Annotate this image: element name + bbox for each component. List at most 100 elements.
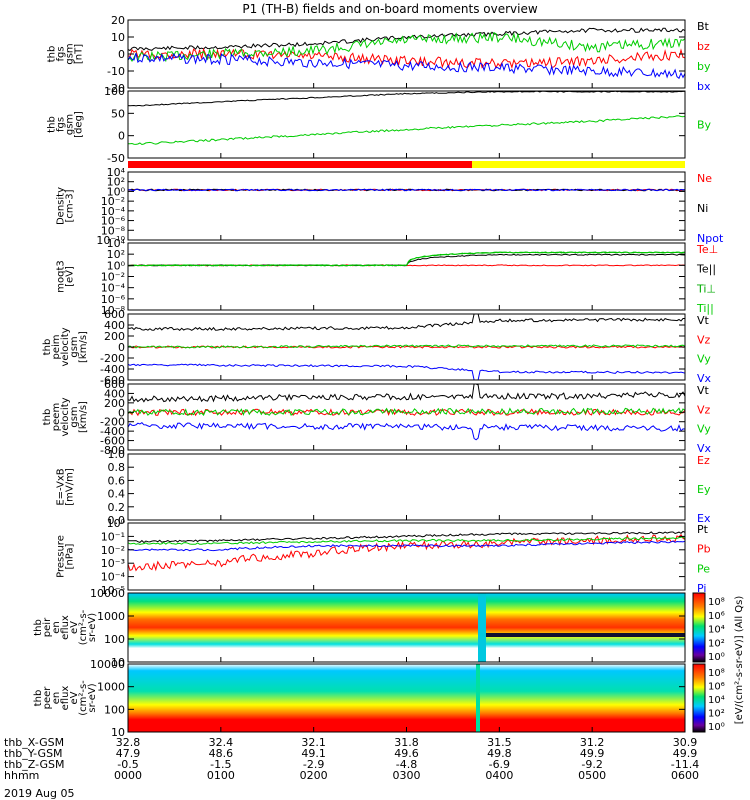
ylabel-line: velocity — [60, 327, 71, 366]
series-Ti|| — [127, 251, 686, 267]
legend-By: By — [697, 119, 712, 132]
legend-Te||: Te|| — [696, 263, 716, 276]
ytick-label: 400 — [104, 387, 125, 400]
legend-Ni: Ni — [697, 202, 708, 215]
series-el-Vt — [127, 383, 686, 403]
ylabel-line: sr-eV) — [87, 683, 98, 712]
legend-Vx: Vx — [697, 372, 712, 385]
ylabel-line: thb — [42, 339, 53, 356]
ytick-label: 1.0 — [108, 448, 126, 461]
panel-frame-5 — [127, 383, 686, 451]
ylabel-line: thb — [47, 116, 58, 133]
colorbar-1 — [692, 663, 706, 733]
mode-bar-fast — [472, 161, 685, 168]
xaxis-value: -1.5 — [210, 758, 231, 771]
ylabel-line: peem — [51, 403, 62, 431]
panel-frame-6 — [127, 453, 686, 521]
ytick-label: 10⁻⁴ — [101, 571, 126, 584]
xaxis-value: 32.4 — [209, 736, 234, 749]
series-ion-Vz — [127, 345, 686, 349]
colorbar-0 — [692, 592, 706, 663]
legend-Vt: Vt — [697, 314, 710, 327]
xaxis-value: -9.2 — [581, 758, 602, 771]
series-Pi — [127, 540, 686, 552]
xaxis-value: 0200 — [300, 769, 328, 782]
ylabel-line: velocity — [60, 397, 71, 436]
xaxis-value: 48.6 — [209, 747, 234, 760]
ytick-label: 10⁰ — [107, 517, 126, 530]
legend-Pi: Pi — [697, 582, 706, 595]
ylabel-line: eV — [69, 691, 80, 704]
electron-spectrogram — [128, 664, 685, 732]
ylabel-line: Density — [56, 187, 67, 225]
ytick-label: 10⁻⁸ — [101, 304, 126, 317]
xaxis-value: 31.8 — [394, 736, 419, 749]
plot-title: P1 (TH-B) fields and on-board moments ov… — [242, 2, 538, 16]
xaxis-value: 31.2 — [580, 736, 605, 749]
colorbar-tick: 10⁶ — [708, 682, 725, 693]
ytick-label: 0 — [118, 48, 125, 61]
ytick-label: 1000 — [97, 610, 125, 623]
ytick-label: 10000 — [90, 587, 125, 600]
legend-Npot: Npot — [697, 232, 724, 245]
ytick-label: 200 — [104, 397, 125, 410]
panel-frame-0 — [127, 19, 686, 89]
ytick-label: 100 — [104, 633, 125, 646]
ytick-label: 10⁻¹⁰ — [96, 234, 125, 247]
x-axis-labels: thb_X-GSMthb_Y-GSMthb_Z-GSMhhmm32.847.9-… — [4, 736, 699, 782]
ytick-label: 10⁻² — [101, 271, 125, 284]
colorbar-tick: 10⁴ — [708, 625, 725, 636]
xaxis-value: 49.6 — [394, 747, 419, 760]
ylabel-line: [nT] — [74, 44, 85, 64]
ytick-label: 600 — [104, 378, 125, 391]
ylabel-line: eV — [69, 621, 80, 634]
ylabel-line: en — [51, 692, 62, 705]
xaxis-value: 0300 — [393, 769, 421, 782]
ytick-label: 10 — [111, 726, 125, 739]
series-Npot — [127, 188, 686, 192]
ylabel-line: [mV/m] — [65, 468, 76, 506]
ytick-label: 100 — [104, 703, 125, 716]
ion-spectrogram-noise — [486, 633, 685, 637]
series-Ti⊥ — [127, 251, 686, 267]
mode-bar-slow — [128, 161, 472, 168]
xaxis-value: 0600 — [671, 769, 699, 782]
ytick-label: -800 — [100, 444, 125, 457]
legend-Vy: Vy — [697, 423, 711, 436]
legend-Pe: Pe — [697, 562, 710, 575]
xaxis-value: 30.9 — [673, 736, 698, 749]
ylabel-line: gsm — [65, 114, 76, 135]
ylabel-line: thb — [33, 690, 44, 707]
ytick-label: -400 — [100, 363, 125, 376]
ytick-label: 20 — [111, 14, 125, 27]
series-bx — [127, 52, 686, 80]
series-el-Vy — [127, 407, 686, 416]
ylabel-line: gsm — [69, 336, 80, 357]
legend-Te⊥: Te⊥ — [696, 243, 718, 256]
series-by — [127, 31, 686, 63]
ylabel-line: thb — [47, 46, 58, 63]
series-ion-Vx — [127, 363, 686, 381]
ylabel-line: (cm²-s- — [78, 609, 89, 645]
ylabel-line: gsm — [65, 43, 76, 64]
ylabel-line: moqt3 — [56, 260, 67, 293]
legend-Vx: Vx — [697, 442, 712, 455]
ylabel-line: [km/s] — [78, 331, 89, 363]
ylabel-line: [cm-3] — [65, 189, 76, 222]
ytick-label: 10⁰ — [107, 259, 126, 272]
ytick-label: 0.4 — [108, 488, 126, 501]
ytick-label: 10² — [107, 176, 125, 189]
ylabel-line: peer — [42, 686, 53, 710]
ytick-label: 200 — [104, 330, 125, 343]
legend-Ti⊥: Ti⊥ — [696, 282, 716, 295]
ytick-label: -10 — [107, 65, 125, 78]
ytick-label: 10⁻⁴ — [101, 282, 126, 295]
panel-frame-2 — [127, 171, 686, 241]
ylabel-line: [km/s] — [78, 401, 89, 433]
series-bz — [127, 47, 686, 69]
xaxis-value: 0500 — [578, 769, 606, 782]
legend-Vz: Vz — [697, 403, 711, 416]
legend-bz: bz — [697, 40, 710, 53]
ytick-label: 0 — [118, 341, 125, 354]
ytick-label: 10 — [111, 656, 125, 669]
